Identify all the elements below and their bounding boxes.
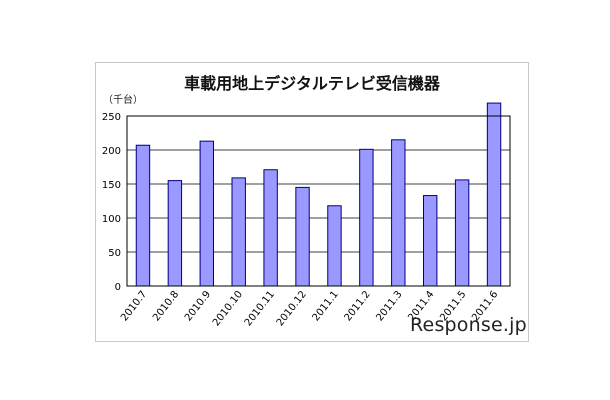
y-tick-label: 150 bbox=[102, 180, 121, 191]
response-jp-watermark: Response.jp bbox=[410, 314, 527, 336]
bars bbox=[135, 102, 502, 287]
plot-border bbox=[126, 115, 511, 287]
bar bbox=[359, 148, 374, 287]
bar bbox=[167, 180, 183, 287]
x-tick-label: 2010.8 bbox=[151, 289, 181, 323]
grid-lines bbox=[127, 149, 510, 253]
y-tick-label: 50 bbox=[108, 248, 121, 259]
y-tick-label: 100 bbox=[102, 214, 121, 225]
bar bbox=[454, 179, 470, 287]
x-tick-label: 2011.2 bbox=[343, 289, 373, 323]
x-tick-label: 2010.10 bbox=[211, 289, 245, 328]
bar bbox=[327, 205, 342, 287]
bar bbox=[263, 169, 278, 287]
bar bbox=[423, 195, 438, 287]
x-tick-label: 2010.7 bbox=[119, 289, 149, 323]
x-tick-label: 2010.11 bbox=[243, 289, 277, 328]
y-tick-label: 0 bbox=[115, 282, 121, 293]
bar bbox=[135, 144, 151, 287]
bar bbox=[199, 140, 214, 287]
x-tick-label: 2010.12 bbox=[275, 289, 309, 328]
y-tick-label: 200 bbox=[102, 146, 121, 157]
bar bbox=[231, 177, 246, 287]
chart-title: 車載用地上デジタルテレビ受信機器 bbox=[184, 74, 440, 93]
y-tick-labels: 0 50 100 150 200 250 bbox=[102, 112, 121, 293]
y-tick-label: 250 bbox=[102, 112, 121, 123]
x-tick-label: 2011.1 bbox=[311, 289, 341, 323]
y-unit-label: （千台） bbox=[103, 95, 143, 106]
x-tick-label: 2010.9 bbox=[183, 289, 213, 323]
bar bbox=[486, 102, 502, 287]
bar bbox=[391, 139, 406, 287]
bar bbox=[295, 186, 310, 287]
x-tick-label: 2011.3 bbox=[374, 289, 404, 323]
